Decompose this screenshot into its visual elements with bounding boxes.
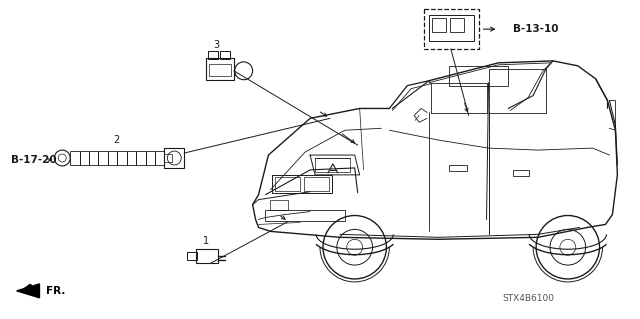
Text: FR.: FR. [47,286,66,296]
Bar [79,151,89,165]
Bar [429,15,474,41]
Bar [164,154,172,162]
Bar [266,210,345,221]
Bar [70,151,79,165]
Text: 1: 1 [203,236,209,246]
Bar [513,170,529,176]
Bar [89,151,99,165]
Polygon shape [17,284,40,298]
Bar [275,177,300,191]
Bar [187,252,197,260]
Bar [99,151,108,165]
Bar [127,151,136,165]
Bar [304,177,329,191]
Bar [117,151,127,165]
Bar [136,151,145,165]
Text: B-17-20: B-17-20 [11,155,56,165]
Bar [424,9,479,49]
Bar [164,148,184,168]
Bar [145,151,155,165]
Bar [449,165,467,171]
Bar [108,151,117,165]
Text: B-13-10: B-13-10 [513,24,559,34]
Bar [196,249,218,263]
Bar [206,58,234,80]
Bar [220,51,230,59]
Text: STX4B6100: STX4B6100 [502,294,554,303]
Bar [273,175,332,193]
Bar [432,18,446,32]
Bar [208,51,218,59]
Bar [209,64,231,76]
Text: 3: 3 [213,40,219,50]
Bar [449,66,508,85]
Bar [155,151,164,165]
Bar [271,200,288,210]
Text: 2: 2 [114,135,120,145]
Bar [450,18,464,32]
